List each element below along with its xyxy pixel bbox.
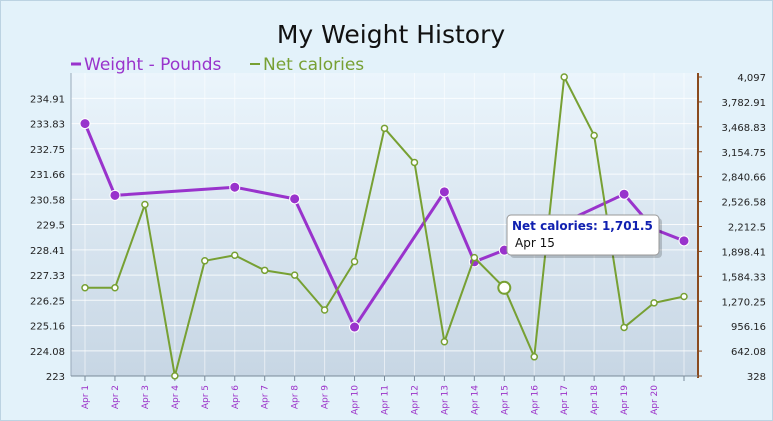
grid [71, 73, 698, 376]
left-tick-label: 225.16 [30, 322, 65, 333]
calories-point [81, 284, 89, 292]
calories-point [410, 158, 419, 167]
calories-point [260, 266, 269, 275]
x-tick-label: Apr 9 [321, 385, 331, 409]
left-tick-label: 223 [46, 372, 65, 383]
calories-point [680, 292, 688, 301]
calories-point [530, 353, 538, 361]
x-tick-label: Apr 1 [81, 385, 91, 409]
calories-point [290, 271, 299, 279]
x-tick-label: Apr 17 [560, 385, 570, 415]
right-tick-label: 2,526.58 [721, 198, 766, 209]
right-tick-label: 3,154.75 [721, 148, 766, 159]
x-tick-label: Apr 6 [231, 385, 241, 409]
weight-point [349, 321, 361, 333]
x-tick-label: Apr 10 [351, 385, 361, 415]
right-tick-label: 1,898.41 [721, 247, 766, 258]
calories-point [650, 299, 658, 307]
calories-point [440, 337, 449, 346]
weight-point [678, 235, 690, 247]
right-tick-label: 328 [747, 372, 766, 383]
right-tick-label: 1,584.33 [721, 272, 766, 283]
x-tick-label: Apr 4 [171, 385, 181, 409]
left-tick-label: 233.83 [30, 120, 65, 131]
axes: 223 224.08 225.16 226.25 227.33 228.41 229.5 23… [30, 73, 766, 415]
calories-point [231, 251, 239, 260]
weight-point [289, 193, 301, 205]
left-tick-label: 224.08 [30, 347, 65, 358]
calories-point [620, 323, 628, 332]
tooltip-box [506, 214, 660, 256]
chart-title: My Weight History [277, 20, 506, 49]
x-tick-label: Apr 13 [440, 385, 450, 415]
right-tick-label: 642.08 [731, 347, 766, 358]
left-tick-label: 228.41 [30, 246, 65, 257]
x-tick-label: Apr 5 [201, 385, 211, 409]
calories-point [171, 372, 179, 380]
left-tick-label: 231.66 [30, 170, 65, 181]
x-tick-label: Apr 16 [530, 385, 540, 415]
calories-point [350, 257, 359, 266]
left-tick-label: 227.33 [30, 271, 65, 282]
tooltip: Net calories: 1,701.5 Apr 15 [506, 214, 662, 258]
left-tick-label: 234.91 [30, 94, 65, 105]
weight-point [229, 181, 241, 193]
left-tick-label: 230.58 [30, 195, 65, 206]
right-tick-label: 4,097 [737, 73, 766, 84]
legend: Weight - Pounds Net calories [71, 55, 364, 75]
right-tick-label: 3,782.91 [721, 98, 766, 109]
x-tick-label: Apr 19 [620, 385, 630, 415]
calories-point [590, 131, 598, 140]
calories-point [111, 284, 119, 292]
highlighted-point [497, 280, 512, 295]
x-tick-label: Apr 20 [650, 385, 660, 415]
calories-point [380, 124, 389, 133]
x-tick-label: Apr 14 [470, 385, 480, 415]
right-tick-label: 2,840.66 [721, 173, 766, 184]
legend-label: Weight - Pounds [84, 55, 222, 75]
right-tick-label: 3,468.83 [721, 123, 766, 134]
tooltip-value: Net calories: 1,701.5 [512, 219, 653, 233]
x-tick-label: Apr 18 [590, 385, 600, 415]
weight-point [438, 186, 450, 198]
calories-point [560, 73, 568, 81]
calories-point [201, 257, 209, 265]
weight-point [79, 118, 91, 130]
left-tick-label: 226.25 [30, 296, 65, 307]
left-tick-label: 232.75 [30, 145, 65, 156]
calories-point [320, 306, 329, 314]
legend-label: Net calories [263, 55, 364, 75]
right-tick-label: 1,270.25 [721, 297, 766, 308]
x-tick-label: Apr 15 [500, 385, 510, 415]
weight-point [618, 188, 630, 200]
x-tick-label: Apr 11 [381, 385, 391, 415]
calories-point [470, 253, 479, 262]
x-tick-label: Apr 12 [410, 385, 420, 415]
weight-point [109, 189, 121, 201]
right-tick-label: 956.16 [731, 322, 766, 333]
x-tick-label: Apr 7 [261, 385, 271, 409]
tooltip-date: Apr 15 [515, 236, 555, 250]
x-tick-label: Apr 2 [111, 385, 121, 409]
x-tick-label: Apr 3 [141, 385, 151, 409]
calories-point [141, 200, 149, 209]
left-tick-label: 229.5 [36, 221, 65, 232]
right-tick-label: 2,212.5 [728, 223, 766, 234]
x-tick-label: Apr 8 [291, 385, 301, 409]
